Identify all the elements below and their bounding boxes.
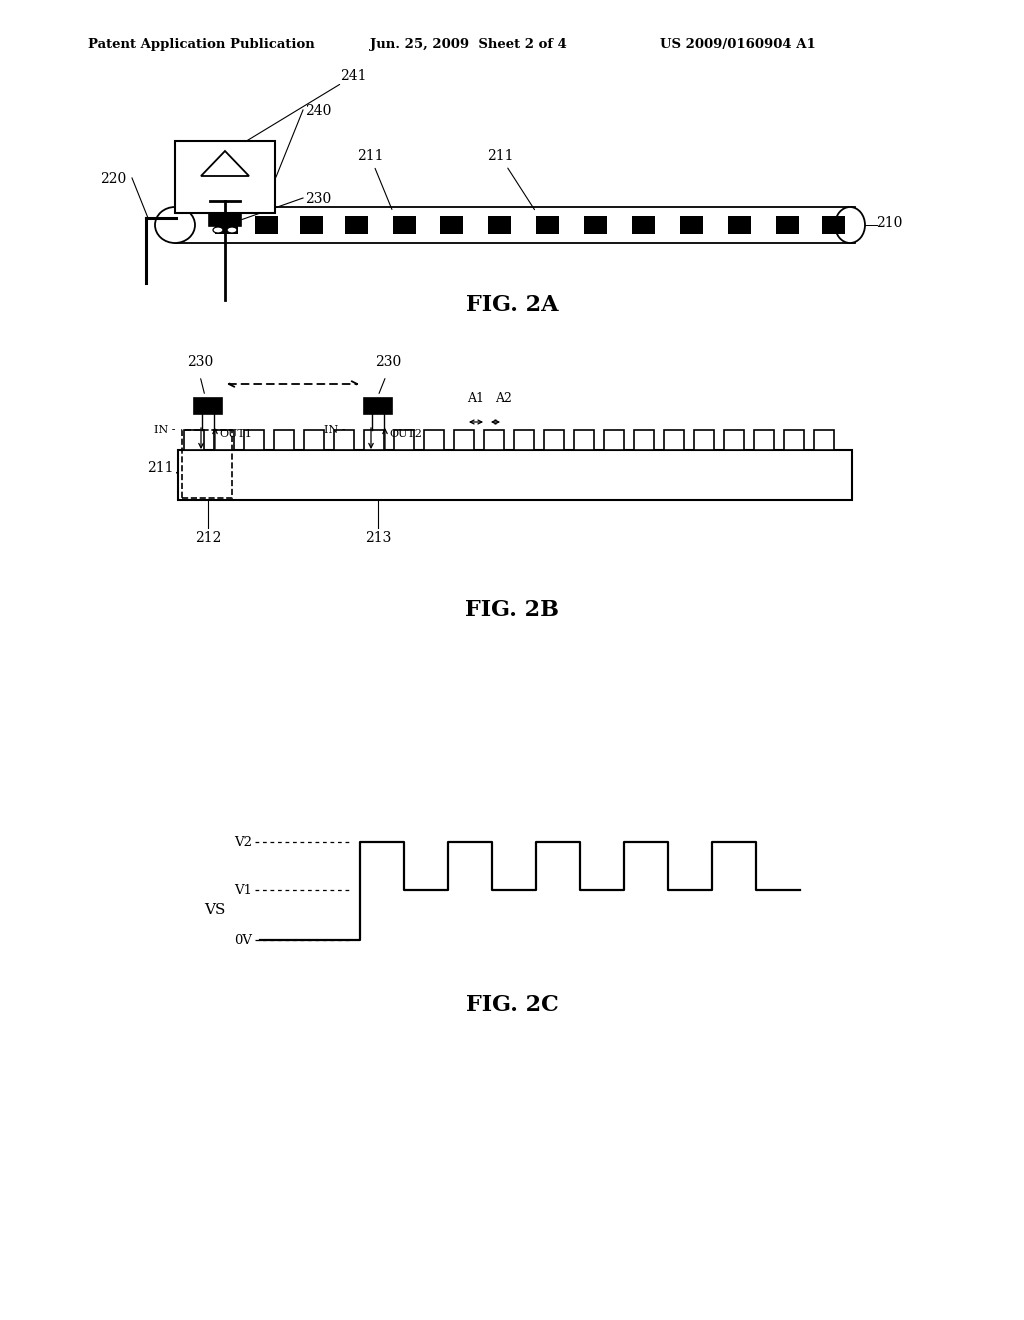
Text: OUT2: OUT2 — [389, 429, 422, 440]
Bar — [776, 216, 799, 234]
Text: IN -: IN - — [155, 425, 176, 436]
Bar — [182, 430, 232, 498]
Bar — [664, 430, 684, 450]
Text: FIG. 2C: FIG. 2C — [466, 994, 558, 1016]
Text: 211: 211 — [356, 149, 392, 210]
Ellipse shape — [155, 207, 195, 243]
Text: 212: 212 — [195, 531, 221, 545]
Bar — [393, 216, 416, 234]
Bar — [488, 216, 511, 234]
Bar — [215, 216, 238, 234]
Text: 213: 213 — [365, 531, 391, 545]
Text: V1: V1 — [234, 883, 252, 896]
Bar — [364, 430, 384, 450]
Bar — [632, 216, 655, 234]
Polygon shape — [201, 150, 249, 176]
Bar — [754, 430, 774, 450]
Bar — [822, 216, 845, 234]
Bar — [634, 430, 654, 450]
Bar — [584, 216, 607, 234]
Bar — [604, 430, 624, 450]
Text: 230: 230 — [305, 191, 331, 206]
Bar — [440, 216, 463, 234]
Bar — [424, 430, 444, 450]
Text: 0V: 0V — [234, 933, 252, 946]
Ellipse shape — [213, 227, 223, 234]
Text: 220: 220 — [100, 172, 126, 186]
Text: 230: 230 — [186, 355, 213, 370]
Bar — [680, 216, 703, 234]
Text: FIG. 2A: FIG. 2A — [466, 294, 558, 315]
Bar — [345, 216, 368, 234]
Text: FIG. 2B: FIG. 2B — [465, 599, 559, 620]
Bar — [544, 430, 564, 450]
Text: Patent Application Publication: Patent Application Publication — [88, 38, 314, 51]
Bar — [484, 430, 504, 450]
Bar — [334, 430, 354, 450]
Text: 210: 210 — [876, 216, 902, 230]
Bar — [394, 430, 414, 450]
Bar — [784, 430, 804, 450]
Bar — [274, 430, 294, 450]
Bar — [694, 430, 714, 450]
Bar — [724, 430, 744, 450]
Bar — [304, 430, 324, 450]
Ellipse shape — [227, 227, 237, 234]
Ellipse shape — [835, 207, 865, 243]
Bar — [454, 430, 474, 450]
Text: US 2009/0160904 A1: US 2009/0160904 A1 — [660, 38, 816, 51]
Text: Jun. 25, 2009  Sheet 2 of 4: Jun. 25, 2009 Sheet 2 of 4 — [370, 38, 567, 51]
Text: A2: A2 — [495, 392, 512, 405]
Text: 241: 241 — [340, 69, 367, 83]
Bar — [194, 399, 222, 414]
Bar — [209, 213, 241, 226]
Text: 230: 230 — [375, 355, 401, 370]
Text: 240: 240 — [305, 104, 332, 117]
Text: 211: 211 — [486, 149, 535, 210]
Bar — [814, 430, 834, 450]
Text: V2: V2 — [234, 836, 252, 849]
Bar — [175, 207, 855, 243]
Text: 211: 211 — [147, 461, 173, 475]
Text: OUT1: OUT1 — [219, 429, 252, 440]
Bar — [214, 430, 234, 450]
Text: IN -: IN - — [325, 425, 346, 436]
Bar — [178, 450, 852, 500]
Bar — [514, 430, 534, 450]
Bar — [175, 141, 275, 213]
Bar — [364, 399, 392, 414]
Text: A1: A1 — [468, 392, 484, 405]
Bar — [184, 430, 204, 450]
Bar — [255, 216, 278, 234]
Text: VS: VS — [205, 903, 225, 917]
Bar — [300, 216, 323, 234]
Bar — [574, 430, 594, 450]
Bar — [244, 430, 264, 450]
Bar — [536, 216, 559, 234]
Bar — [728, 216, 751, 234]
